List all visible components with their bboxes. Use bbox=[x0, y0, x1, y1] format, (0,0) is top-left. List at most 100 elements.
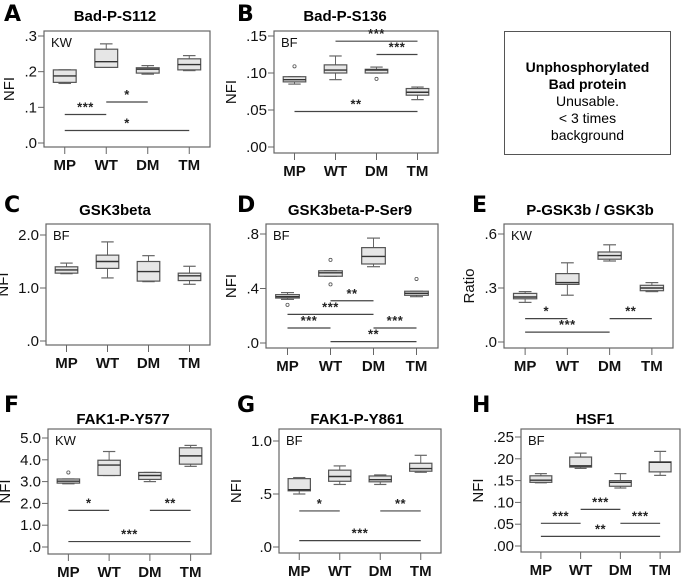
test-label: KW bbox=[55, 433, 77, 448]
x-tick-label: TM bbox=[178, 157, 200, 174]
panel-letter: D bbox=[237, 193, 256, 218]
y-axis-label: NFI bbox=[0, 272, 12, 296]
panel-letter: G bbox=[237, 393, 256, 418]
significance-label: ** bbox=[350, 96, 362, 111]
significance-label: ** bbox=[625, 304, 637, 319]
note-title-line1: Unphosphorylated bbox=[525, 59, 650, 75]
x-tick-label: MP bbox=[57, 564, 80, 579]
significance-label: *** bbox=[387, 313, 404, 328]
panel-title: GSK3beta-P-Ser9 bbox=[287, 202, 413, 219]
note-title-line2: Bad protein bbox=[548, 76, 627, 92]
box-DM bbox=[136, 255, 161, 283]
test-label: BF bbox=[273, 228, 290, 243]
unphosphorylated-bad-note: Unphosphorylated Bad protein Unusable. <… bbox=[504, 31, 671, 155]
box-iqr bbox=[512, 292, 538, 300]
x-tick-label: DM bbox=[365, 163, 388, 180]
box-WT bbox=[328, 465, 352, 486]
x-tick-label: WT bbox=[319, 358, 342, 375]
x-tick-label: MP bbox=[283, 163, 306, 180]
y-tick-label: 4.0 bbox=[20, 452, 41, 469]
box-DM bbox=[368, 474, 392, 486]
box-TM bbox=[648, 450, 672, 476]
box-iqr bbox=[529, 475, 553, 483]
box-MP bbox=[54, 262, 79, 275]
x-tick-label: DM bbox=[369, 563, 392, 579]
x-tick-label: DM bbox=[137, 355, 160, 372]
panel-letter: H bbox=[472, 393, 491, 418]
box-WT bbox=[569, 452, 593, 469]
box-MP bbox=[52, 69, 77, 85]
panel-title: HSF1 bbox=[575, 411, 615, 428]
significance-label: *** bbox=[301, 313, 318, 328]
panel-title: FAK1-P-Y577 bbox=[76, 411, 170, 428]
y-tick-label: 5.0 bbox=[20, 430, 41, 447]
x-tick-label: WT bbox=[569, 562, 592, 579]
box-iqr bbox=[328, 469, 352, 482]
outlier-point bbox=[328, 282, 333, 287]
x-tick-label: WT bbox=[95, 157, 118, 174]
y-tick-label: .3 bbox=[484, 280, 497, 297]
significance-label: *** bbox=[559, 317, 576, 332]
box-DM bbox=[138, 471, 162, 483]
box-MP bbox=[56, 470, 81, 485]
panel-letter: F bbox=[4, 393, 20, 418]
box-iqr bbox=[608, 480, 632, 487]
box-MP bbox=[275, 291, 300, 307]
y-axis-label: NFI bbox=[1, 77, 18, 101]
x-tick-label: WT bbox=[97, 564, 120, 579]
significance-label: *** bbox=[389, 40, 406, 55]
y-axis-label: NFI bbox=[223, 274, 240, 298]
test-label: BF bbox=[528, 433, 545, 448]
box-iqr bbox=[94, 48, 119, 68]
x-tick-label: DM bbox=[136, 157, 159, 174]
x-tick-label: TM bbox=[649, 562, 671, 579]
y-tick-label: .8 bbox=[246, 226, 259, 243]
test-label: BF bbox=[286, 433, 303, 448]
plot-frame bbox=[265, 223, 439, 349]
panel-letter: B bbox=[237, 2, 254, 27]
outlier-point bbox=[66, 470, 71, 475]
y-axis-label: Ratio bbox=[461, 268, 478, 303]
panel-title: P-GSK3b / GSK3b bbox=[526, 202, 654, 219]
box-TM bbox=[405, 86, 430, 101]
y-tick-label: .00 bbox=[246, 139, 267, 156]
x-tick-label: TM bbox=[406, 358, 428, 375]
test-label: BF bbox=[53, 228, 70, 243]
box-iqr bbox=[287, 478, 311, 492]
y-tick-label: .0 bbox=[484, 334, 497, 351]
box-iqr bbox=[648, 461, 672, 473]
x-tick-label: TM bbox=[180, 564, 202, 579]
box-iqr bbox=[569, 456, 593, 468]
significance-label: ** bbox=[395, 496, 407, 511]
box-MP bbox=[529, 473, 553, 484]
y-tick-label: 2.0 bbox=[20, 495, 41, 512]
x-tick-label: TM bbox=[410, 563, 432, 579]
significance-label: * bbox=[124, 116, 130, 131]
test-label: BF bbox=[281, 35, 298, 50]
box-TM bbox=[404, 276, 429, 298]
box-TM bbox=[409, 454, 433, 473]
y-tick-label: .0 bbox=[28, 539, 41, 556]
y-tick-label: .0 bbox=[246, 335, 259, 352]
box-iqr bbox=[323, 64, 348, 74]
significance-label: * bbox=[86, 495, 92, 510]
significance-label: ** bbox=[595, 521, 607, 536]
x-tick-label: WT bbox=[556, 358, 579, 375]
x-tick-label: DM bbox=[609, 562, 632, 579]
significance-label: *** bbox=[592, 494, 609, 509]
box-DM bbox=[608, 473, 632, 489]
significance-label: ** bbox=[346, 286, 358, 301]
box-WT bbox=[95, 241, 120, 279]
panel-letter: E bbox=[472, 193, 488, 218]
note-line3: Unusable. bbox=[555, 93, 620, 109]
panel-title: Bad-P-S136 bbox=[303, 8, 387, 25]
box-iqr bbox=[409, 462, 433, 472]
x-tick-label: MP bbox=[54, 157, 77, 174]
box-WT bbox=[318, 257, 343, 287]
y-tick-label: .5 bbox=[259, 486, 272, 503]
box-WT bbox=[323, 55, 348, 81]
panel-title: GSK3beta bbox=[79, 202, 151, 219]
y-tick-label: .25 bbox=[493, 429, 514, 446]
